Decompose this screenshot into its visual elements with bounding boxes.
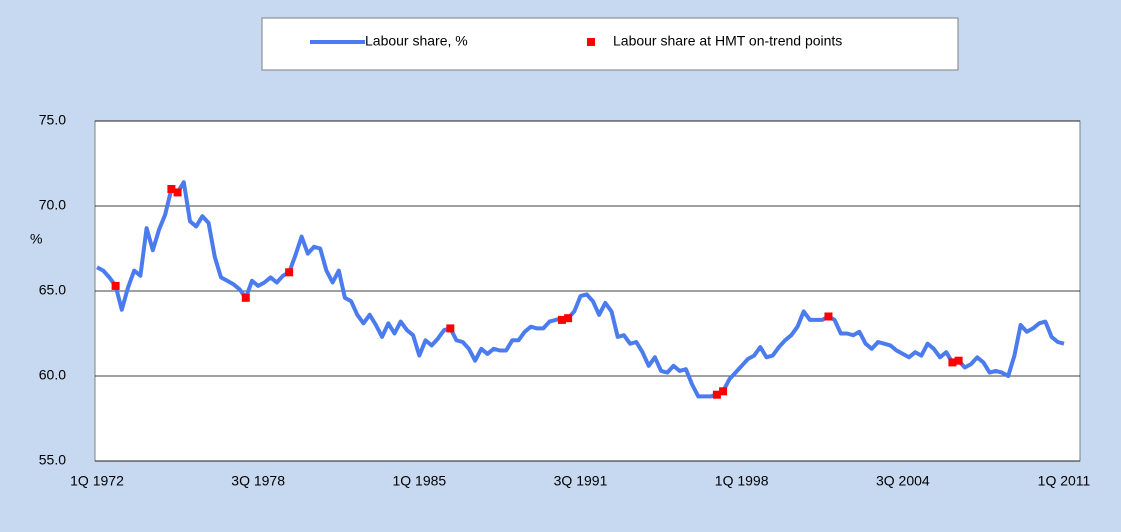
data-point (712, 390, 721, 399)
legend-label: Labour share, % (365, 33, 468, 49)
y-tick-label: 70.0 (39, 197, 66, 213)
y-tick-label: 65.0 (39, 282, 66, 298)
data-point (824, 312, 833, 321)
x-tick-label: 3Q 1991 (554, 473, 608, 489)
y-axis-label: % (30, 231, 42, 247)
data-point (948, 358, 957, 367)
x-tick-label: 1Q 2011 (1038, 473, 1091, 489)
y-tick-label: 60.0 (39, 367, 66, 383)
x-tick-label: 3Q 2004 (876, 473, 930, 489)
data-point (446, 324, 455, 333)
y-tick-label: 75.0 (39, 112, 66, 128)
data-point (241, 293, 250, 302)
data-point (111, 281, 120, 290)
data-point (285, 268, 294, 277)
legend-box (261, 17, 959, 71)
data-point (173, 188, 182, 197)
x-tick-label: 1Q 1985 (392, 473, 446, 489)
data-point (564, 314, 573, 323)
y-tick-label: 55.0 (39, 452, 66, 468)
legend-swatch (587, 38, 595, 46)
x-tick-label: 1Q 1998 (715, 473, 769, 489)
data-point (557, 315, 566, 324)
data-point (954, 356, 963, 365)
data-point (719, 387, 728, 396)
data-line (96, 180, 1065, 399)
x-tick-label: 1Q 1972 (70, 473, 124, 489)
data-point (167, 185, 176, 193)
legend-label: Labour share at HMT on-trend points (613, 33, 842, 49)
x-tick-label: 3Q 1978 (231, 473, 285, 489)
